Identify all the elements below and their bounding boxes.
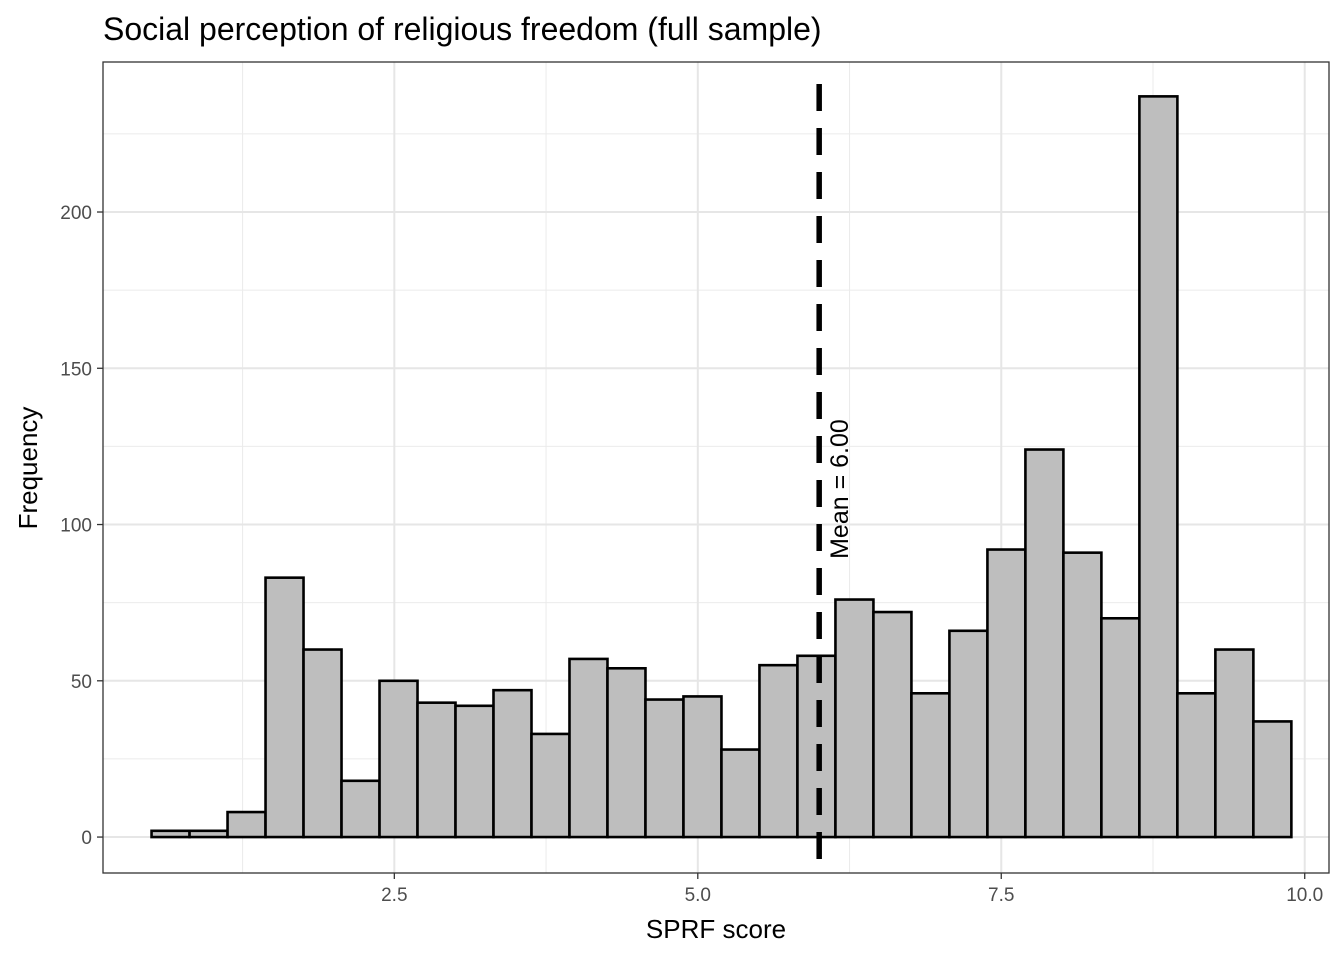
y-tick-label: 100 (60, 516, 92, 537)
histogram-bar (492, 688, 533, 839)
histogram-bar (606, 666, 647, 839)
mean-annotation: Mean = 6.00 (816, 84, 854, 873)
histogram-bar (1138, 95, 1179, 839)
histogram-bar (264, 576, 305, 839)
x-tick-label: 2.5 (381, 885, 407, 906)
histogram-bar (1214, 648, 1255, 839)
y-tick-label: 200 (60, 203, 92, 224)
histogram-bar (834, 598, 875, 839)
histogram-bar (568, 657, 609, 839)
x-tick-label: 7.5 (988, 885, 1014, 906)
histogram-bars (150, 95, 1293, 839)
histogram-bar (188, 829, 229, 839)
y-tick-label: 50 (71, 672, 92, 693)
histogram-bar (1176, 691, 1217, 839)
histogram-bar (1100, 616, 1141, 839)
histogram-bar (454, 704, 495, 839)
x-tick-label: 5.0 (685, 885, 711, 906)
histogram-bar (1024, 448, 1065, 839)
histogram-bar (302, 648, 343, 839)
histogram-bar (644, 698, 685, 839)
histogram-bar (340, 779, 381, 839)
x-axis: 2.5 5.0 7.5 10.0 (381, 873, 1323, 906)
histogram-bar (416, 701, 457, 839)
x-axis-title: SPRF score (646, 914, 786, 944)
plot-border (102, 61, 1330, 874)
chart-title: Social perception of religious freedom (… (103, 11, 822, 47)
histogram-bar (1062, 551, 1103, 839)
y-tick-label: 150 (60, 359, 92, 380)
histogram-bar (720, 748, 761, 839)
histogram-bar (872, 610, 913, 839)
histogram-bar (682, 695, 723, 839)
histogram-bar (986, 548, 1027, 839)
y-axis: 0 50 100 150 200 (60, 203, 103, 849)
histogram-bar (378, 679, 419, 839)
histogram-bar (910, 691, 951, 839)
histogram-bar (530, 732, 571, 839)
histogram-bar (758, 663, 799, 839)
x-tick-label: 10.0 (1286, 885, 1323, 906)
histogram-bar (150, 829, 191, 839)
y-axis-title: Frequency (13, 407, 43, 530)
mean-label: Mean = 6.00 (826, 419, 854, 559)
y-tick-label: 0 (81, 828, 92, 849)
histogram-bar (948, 629, 989, 839)
histogram-bar (226, 810, 267, 839)
histogram-bar (1252, 720, 1293, 839)
